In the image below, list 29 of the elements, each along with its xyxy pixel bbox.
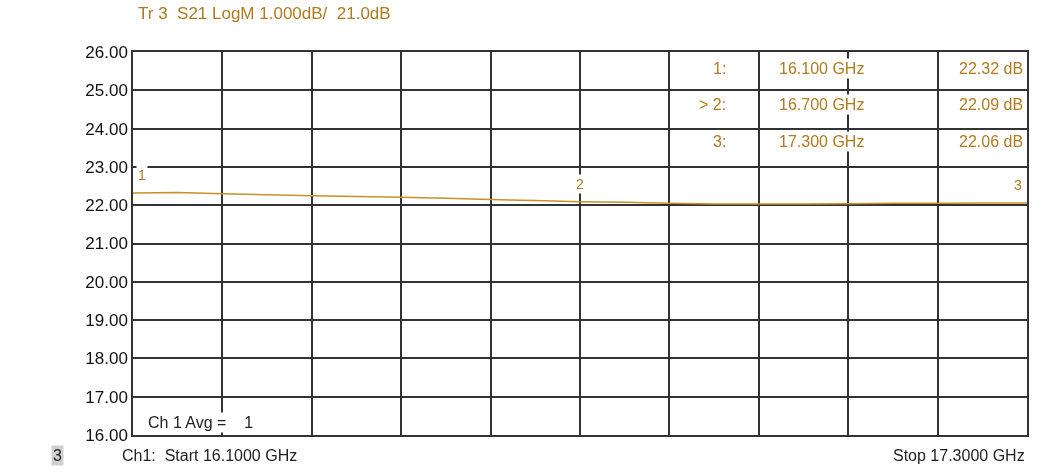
y-tick-label: 17.00 bbox=[85, 387, 128, 407]
annotation: 3: bbox=[713, 133, 727, 150]
annotation: 16.700 GHz bbox=[779, 96, 865, 113]
y-tick-label: 26.00 bbox=[85, 42, 128, 62]
y-tick-label: 21.00 bbox=[85, 234, 128, 254]
annotation: 22.09 dB bbox=[959, 96, 1024, 113]
annotation: 1 bbox=[138, 167, 146, 183]
y-tick-label: 24.00 bbox=[85, 119, 128, 139]
y-tick-label: 19.00 bbox=[85, 311, 128, 331]
line-series bbox=[133, 191, 1027, 205]
annotation: 22.32 dB bbox=[959, 60, 1024, 77]
annotation: 16.100 GHz bbox=[779, 60, 865, 77]
annotation: 1: bbox=[713, 60, 727, 77]
y-tick-label: 18.00 bbox=[85, 349, 128, 369]
annotation: Ch 1 Avg = 1 bbox=[148, 414, 254, 431]
y-tick-label: 20.00 bbox=[85, 272, 128, 292]
chart-title: Tr 3 S21 LogM 1.000dB/ 21.0dB bbox=[138, 3, 391, 23]
text: 3 bbox=[53, 447, 62, 464]
annotation: 17.300 GHz bbox=[779, 133, 865, 150]
y-tick-label: 22.00 bbox=[85, 196, 128, 216]
y-tick-label: 16.00 bbox=[85, 425, 128, 445]
annotation: 3 bbox=[1014, 177, 1022, 193]
text: Ch1: Start 16.1000 GHz bbox=[122, 447, 298, 464]
annotation: 2 bbox=[576, 176, 584, 192]
text: Stop 17.3000 GHz bbox=[893, 447, 1025, 464]
annotation: > 2: bbox=[699, 96, 727, 113]
y-tick-label: 25.00 bbox=[85, 81, 128, 101]
annotation: 22.06 dB bbox=[959, 133, 1024, 150]
y-tick-label: 23.00 bbox=[85, 157, 128, 177]
